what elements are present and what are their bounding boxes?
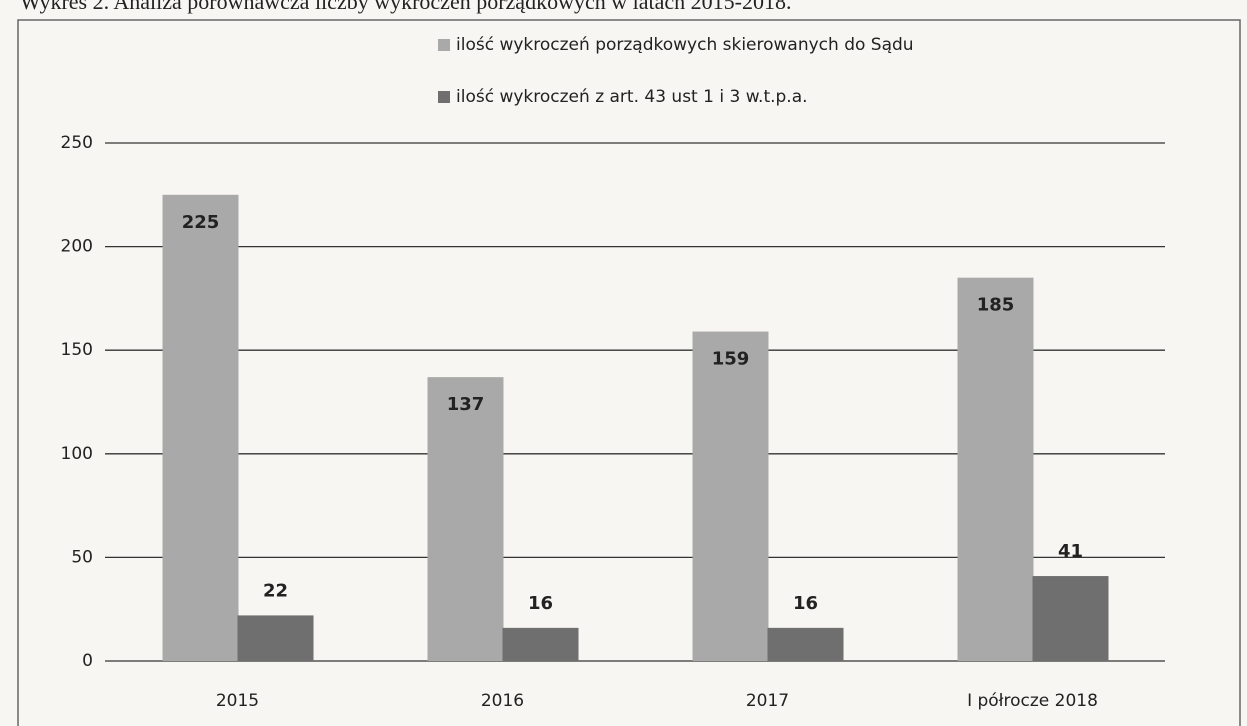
- y-tick-label: 50: [71, 547, 93, 567]
- data-label: 225: [182, 212, 220, 233]
- y-tick-label: 250: [61, 133, 93, 153]
- data-label: 16: [793, 593, 818, 614]
- x-tick-label: I półrocze 2018: [967, 691, 1098, 711]
- bar: [692, 331, 769, 661]
- bar: [502, 627, 579, 661]
- bar: [1032, 576, 1109, 661]
- x-tick-label: 2017: [746, 691, 789, 711]
- y-tick-label: 100: [61, 444, 93, 464]
- bar: [957, 277, 1034, 661]
- chart-title: Wykres 2. Analiza porównawcza liczby wyk…: [20, 0, 791, 14]
- bar: [427, 377, 504, 661]
- chart-frame: [17, 19, 1241, 726]
- legend-label: ilość wykroczeń porządkowych skierowanyc…: [456, 35, 914, 55]
- data-label: 16: [528, 593, 553, 614]
- x-tick-label: 2015: [216, 691, 259, 711]
- data-label: 22: [263, 580, 288, 601]
- x-tick-label: 2016: [481, 691, 524, 711]
- bar: [237, 615, 314, 661]
- data-label: 185: [977, 295, 1015, 316]
- legend-label: ilość wykroczeń z art. 43 ust 1 i 3 w.t.…: [456, 87, 808, 107]
- data-label: 159: [712, 349, 750, 370]
- bar: [767, 627, 844, 661]
- data-label: 41: [1058, 541, 1083, 562]
- y-tick-label: 200: [61, 237, 93, 257]
- legend-swatch: [438, 91, 450, 103]
- y-tick-label: 150: [61, 340, 93, 360]
- y-tick-label: 0: [82, 651, 93, 671]
- bar: [162, 194, 239, 662]
- legend-swatch: [438, 39, 450, 51]
- data-label: 137: [447, 394, 485, 415]
